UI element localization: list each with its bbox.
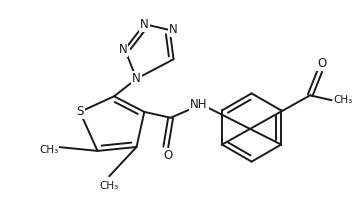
Text: NH: NH	[190, 98, 208, 111]
Text: S: S	[76, 105, 84, 118]
Text: N: N	[140, 18, 149, 31]
Text: O: O	[317, 57, 326, 70]
Text: N: N	[119, 43, 127, 56]
Text: N: N	[132, 72, 141, 85]
Text: CH₃: CH₃	[39, 145, 58, 155]
Text: CH₃: CH₃	[334, 95, 352, 105]
Text: O: O	[163, 149, 172, 162]
Text: CH₃: CH₃	[100, 181, 119, 191]
Text: N: N	[169, 24, 178, 37]
